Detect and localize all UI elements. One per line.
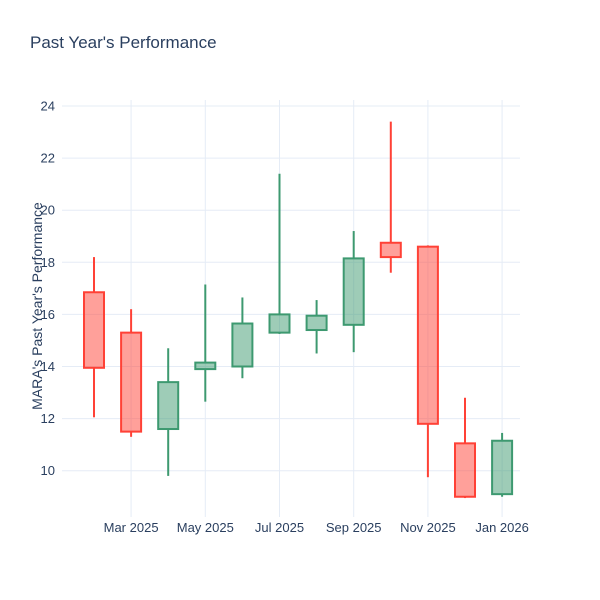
x-tick-label: Mar 2025 — [104, 520, 159, 535]
y-tick-label: 10 — [41, 463, 55, 478]
candle-body-jul-2025[interactable] — [268, 313, 291, 334]
candle-body-nov-2025[interactable] — [416, 245, 439, 425]
y-tick-label: 20 — [41, 203, 55, 218]
candle-body-may-2025[interactable] — [194, 361, 217, 371]
y-tick-label: 24 — [41, 99, 55, 114]
x-tick-label: Nov 2025 — [400, 520, 456, 535]
y-tick-label: 18 — [41, 255, 55, 270]
candle-body-jun-2025[interactable] — [231, 322, 254, 368]
candle-body-apr-2025[interactable] — [157, 381, 180, 431]
y-tick-label: 22 — [41, 151, 55, 166]
chart-title: Past Year's Performance — [30, 33, 217, 52]
candle-body-oct-2025[interactable] — [379, 241, 402, 259]
x-tick-label: May 2025 — [177, 520, 234, 535]
x-tick-label: Jan 2026 — [475, 520, 529, 535]
candle-body-aug-2025[interactable] — [305, 314, 328, 332]
y-tick-label: 14 — [41, 359, 55, 374]
candle-body-sep-2025[interactable] — [342, 257, 365, 326]
candle-body-mar-2025[interactable] — [120, 331, 143, 433]
candle-body-jan-2026[interactable] — [491, 439, 514, 496]
candle-body-feb-2025[interactable] — [83, 291, 105, 369]
x-tick-label: Jul 2025 — [255, 520, 304, 535]
x-tick-label: Sep 2025 — [326, 520, 382, 535]
y-tick-label: 16 — [41, 307, 55, 322]
candle-body-dec-2025[interactable] — [454, 442, 476, 498]
y-tick-label: 12 — [41, 411, 55, 426]
